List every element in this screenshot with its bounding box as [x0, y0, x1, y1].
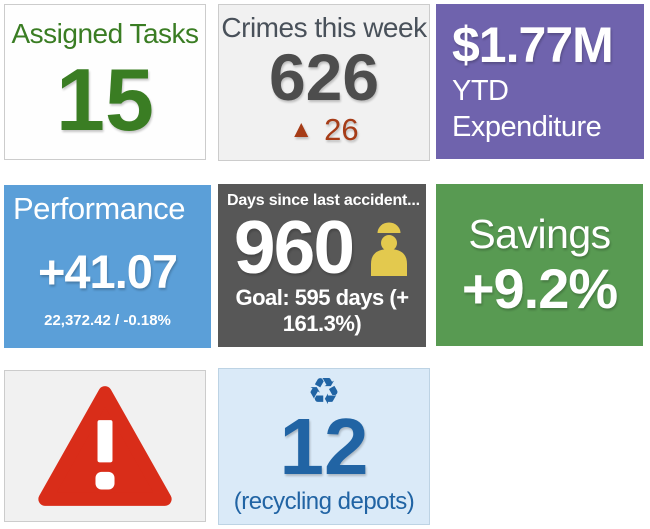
kpi-tile-ytd-expenditure: $1.77M YTD Expenditure [436, 4, 644, 159]
accident-value: 960 [233, 205, 355, 289]
savings-value: +9.2% [461, 256, 618, 320]
assigned-tasks-title: Assigned Tasks [11, 18, 199, 49]
crimes-value: 626 [268, 40, 380, 114]
kpi-tile-performance: Performance +41.07 22,372.42 / -0.18% [4, 185, 211, 348]
expenditure-value: $1.77M [452, 16, 614, 73]
performance-title: Performance [13, 191, 185, 226]
kpi-tile-assigned-tasks: Assigned Tasks 15 [4, 4, 206, 160]
crimes-title: Crimes this week [221, 12, 427, 43]
kpi-tile-savings: Savings +9.2% [436, 184, 643, 346]
kpi-tile-accident-counter: Days since last accident... 960 Goal: 59… [218, 184, 426, 347]
recycle-icon: ♻ [307, 370, 341, 413]
expenditure-label: YTD Expenditure [452, 74, 602, 143]
worker-icon [368, 220, 410, 276]
recycling-label: (recycling depots) [233, 488, 415, 515]
assigned-tasks-value: 15 [56, 49, 154, 149]
savings-title: Savings [468, 210, 611, 257]
accident-title: Days since last accident... [227, 192, 420, 209]
warning-icon [37, 383, 173, 509]
performance-value: +41.07 [37, 245, 178, 298]
kpi-tile-alert [4, 370, 206, 522]
crimes-delta: ▲ 26 [289, 114, 358, 145]
recycling-value: 12 [279, 402, 369, 491]
accident-goal: Goal: 595 days (+ 161.3%) [235, 285, 409, 336]
kpi-tile-crimes: Crimes this week 626 ▲ 26 [218, 4, 430, 161]
kpi-tile-recycling: ♻ 12 (recycling depots) [218, 368, 430, 525]
up-triangle-icon: ▲ [289, 115, 314, 143]
performance-detail: 22,372.42 / -0.18% [44, 312, 171, 329]
crimes-delta-value: 26 [324, 112, 359, 148]
accident-main: 960 [218, 210, 426, 285]
